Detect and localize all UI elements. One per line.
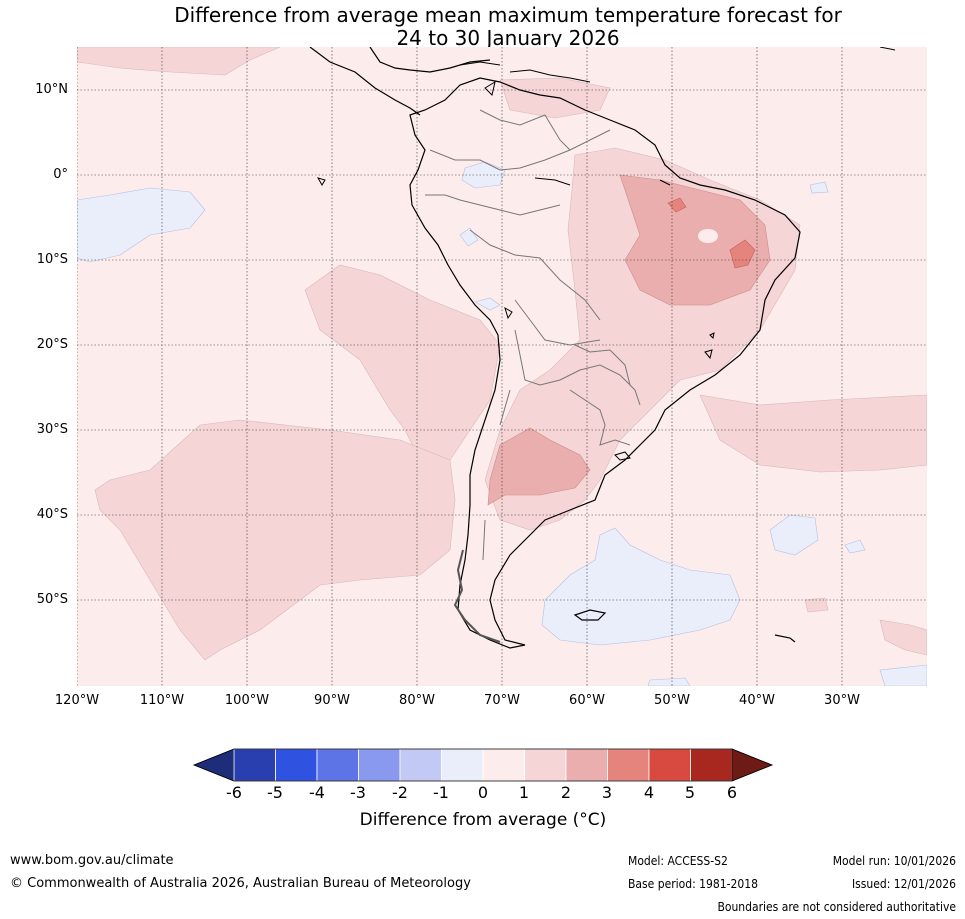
colorbar-segment (399, 748, 442, 782)
anomaly-patch-bolivia (474, 297, 501, 311)
colorbar-tick: 5 (684, 783, 696, 802)
footer-url[interactable]: www.bom.gov.au/climate (10, 853, 174, 868)
lon-label-90w: 90°W (314, 693, 350, 708)
anomaly-patch-peru (459, 227, 479, 247)
national-boundaries (425, 109, 641, 561)
lon-label-110w: 110°W (139, 693, 185, 708)
chile-fjords (453, 549, 501, 643)
south-georgia (774, 634, 796, 643)
anomaly-hole-brazil (698, 229, 718, 243)
anomaly-patch-far-south-atlantic (879, 619, 927, 656)
anomaly-patch-southeast-atlantic-neg (769, 514, 819, 556)
anomaly-patch-northeast-brazil (619, 174, 771, 306)
amazon-river-mouth (534, 177, 671, 186)
colorbar-segment (565, 748, 608, 782)
caribbean-islands (459, 47, 896, 96)
lon-label-70w: 70°W (484, 693, 520, 708)
anomaly-patch-southeast-pacific (94, 419, 456, 661)
colorbar-tick: -5 (267, 783, 283, 802)
anomaly-patch-caribbean (499, 77, 611, 119)
colorbar-segment (648, 748, 691, 782)
footer-disclaimer: Boundaries are not considered authoritat… (717, 900, 956, 914)
lat-label-50s: 50°S (36, 592, 68, 607)
colorbar-over-arrow (731, 748, 773, 782)
colorbar-tick: -4 (309, 783, 325, 802)
lake-titicaca (504, 306, 513, 320)
anomaly-patch-northwest (77, 47, 281, 76)
map-title: Difference from average mean maximum tem… (0, 4, 965, 50)
lat-label-30s: 30°S (36, 422, 68, 437)
colorbar-segment (275, 748, 318, 782)
colorbar-segment (316, 748, 359, 782)
rio-de-la-plata (614, 451, 631, 461)
colorbar (192, 748, 774, 782)
anomaly-patch-east-neg-2 (809, 181, 829, 194)
footer-model: Model: ACCESS-S2 (628, 854, 728, 868)
lon-label-80w: 80°W (399, 693, 435, 708)
anomaly-patch-east-neg-1 (844, 539, 866, 554)
footer-base-period: Base period: 1981-2018 (628, 877, 759, 891)
lon-label-100w: 100°W (224, 693, 270, 708)
colorbar-segment (441, 748, 484, 782)
anomaly-patch-bottom-mid-neg (647, 677, 691, 686)
colorbar-segment (482, 748, 525, 782)
footer-model-run: Model run: 10/01/2026 (832, 854, 956, 868)
lat-label-0: 0° (53, 167, 68, 182)
colorbar-segment (690, 748, 733, 782)
central-america-coastline (309, 47, 491, 116)
lon-label-120w: 120°W (54, 693, 100, 708)
colorbar-segment (524, 748, 567, 782)
graticule (77, 47, 927, 686)
anomaly-patch-amazon-mouth (667, 197, 687, 213)
lat-label-10n: 10°N (35, 82, 68, 97)
colorbar-tick: 0 (477, 783, 489, 802)
galapagos-islands (316, 177, 326, 186)
colorbar-tick: -3 (350, 783, 366, 802)
anomaly-patch-argentina (487, 427, 591, 506)
lat-label-20s: 20°S (36, 337, 68, 352)
colorbar-segment (358, 748, 401, 782)
anomaly-patch-small-south (804, 597, 829, 613)
colorbar-tick: 6 (726, 783, 738, 802)
colorbar-label: Difference from average (°C) (359, 810, 607, 830)
title-line-1: Difference from average mean maximum tem… (174, 3, 842, 27)
south-america-coastline (409, 77, 801, 649)
anomaly-patch-bottom-right-neg (879, 664, 927, 686)
anomaly-patch-equatorial-pacific (77, 187, 206, 263)
colorbar-tick: -1 (433, 783, 449, 802)
lat-label-40s: 40°S (36, 507, 68, 522)
title-line-2: 24 to 30 January 2026 (396, 26, 620, 50)
falkland-islands (573, 609, 607, 621)
colorbar-tick: -6 (226, 783, 242, 802)
footer-copyright: © Commonwealth of Australia 2026, Austra… (10, 876, 471, 891)
anomaly-patch-south-atlantic (699, 394, 927, 473)
colorbar-tick: 4 (643, 783, 655, 802)
colorbar-segment (233, 748, 276, 782)
lon-label-60w: 60°W (569, 693, 605, 708)
lon-label-40w: 40°W (739, 693, 775, 708)
lat-label-10s: 10°S (36, 252, 68, 267)
colorbar-tick: -2 (392, 783, 408, 802)
colorbar-tick: 2 (560, 783, 572, 802)
map-plot-area (77, 47, 927, 686)
colorbar-segment (607, 748, 650, 782)
anomaly-patch-brazil-hotspot (729, 239, 756, 269)
footer-issued: Issued: 12/01/2026 (851, 877, 956, 891)
anomaly-patch-south-atlantic-neg (541, 527, 741, 646)
brazil-lakes (704, 332, 715, 360)
lon-label-50w: 50°W (654, 693, 690, 708)
colorbar-under-arrow (193, 748, 235, 782)
lon-label-30w: 30°W (824, 693, 860, 708)
colorbar-tick: 3 (601, 783, 613, 802)
colorbar-outline (192, 748, 774, 782)
colorbar-tick: 1 (518, 783, 530, 802)
